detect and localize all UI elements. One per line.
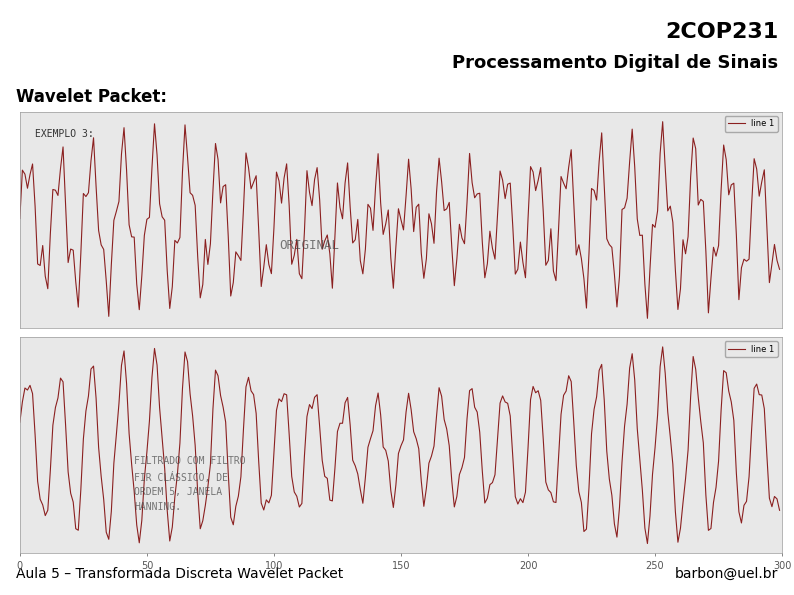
Text: 2COP231: 2COP231	[665, 21, 778, 42]
Text: Wavelet Packet:: Wavelet Packet:	[16, 88, 167, 106]
Text: FILTRADO COM FILTRO
FIR CLÁSSICO, DE
ORDEM 5, JANELA
HANNING.: FILTRADO COM FILTRO FIR CLÁSSICO, DE ORD…	[134, 456, 246, 512]
Legend: line 1: line 1	[725, 116, 778, 131]
Text: barbon@uel.br: barbon@uel.br	[675, 567, 778, 581]
Legend: line 1: line 1	[725, 342, 778, 357]
Text: EXEMPLO 3:: EXEMPLO 3:	[35, 129, 94, 139]
Text: Processamento Digital de Sinais: Processamento Digital de Sinais	[452, 54, 778, 72]
Text: ORIGINAL: ORIGINAL	[279, 239, 340, 252]
Text: Aula 5 – Transformada Discreta Wavelet Packet: Aula 5 – Transformada Discreta Wavelet P…	[16, 567, 343, 581]
